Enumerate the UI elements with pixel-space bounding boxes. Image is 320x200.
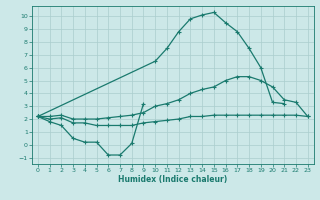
X-axis label: Humidex (Indice chaleur): Humidex (Indice chaleur)	[118, 175, 228, 184]
